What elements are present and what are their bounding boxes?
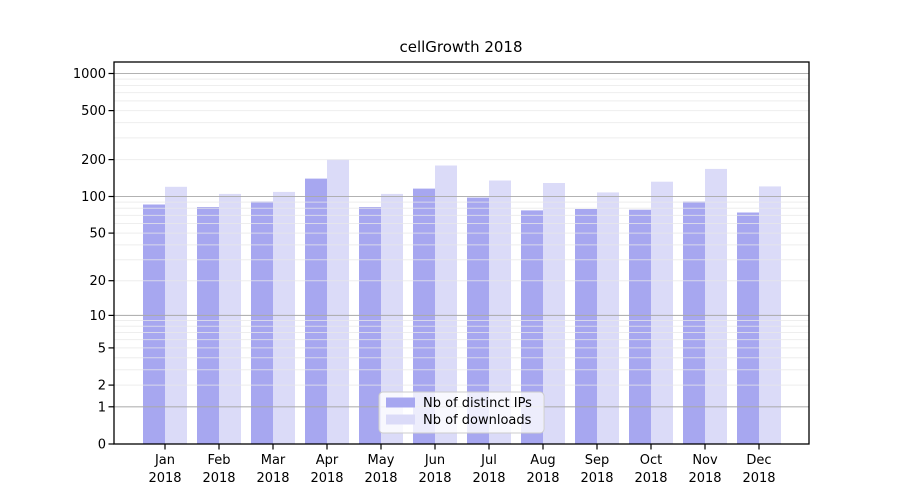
legend-swatch-downloads: [386, 414, 415, 425]
axis-ticks-group: [108, 72, 760, 450]
x-tick-label-year: 2018: [688, 471, 721, 486]
x-tick-label-year: 2018: [634, 471, 667, 486]
x-tick-label-year: 2018: [148, 471, 181, 486]
x-tick-label-year: 2018: [256, 471, 289, 486]
bar-downloads-nov: [705, 168, 727, 444]
x-tick-label-month: Apr: [316, 453, 339, 468]
x-tick-label-month: Sep: [585, 453, 610, 468]
legend: Nb of distinct IPs Nb of downloads: [378, 391, 545, 434]
bar-downloads-mar: [273, 191, 295, 444]
gridlines-group: [114, 72, 809, 408]
x-tick-label-month: Aug: [530, 453, 555, 468]
x-tick-label-year: 2018: [472, 471, 505, 486]
bar-ips-dec: [737, 212, 759, 444]
bar-ips-may: [359, 207, 381, 444]
bar-ips-jun: [413, 188, 435, 444]
x-tick-label-month: Feb: [207, 453, 230, 468]
x-tick-label-month: Jan: [154, 453, 175, 468]
x-tick-label-year: 2018: [418, 471, 451, 486]
x-tick-label-month: Jun: [424, 453, 445, 468]
bar-ips-nov: [683, 201, 705, 444]
bar-ips-apr: [305, 178, 327, 444]
legend-swatch-distinct-ips: [386, 397, 415, 408]
y-tick-label: 1000: [73, 67, 106, 82]
y-tick-label: 2: [98, 379, 106, 394]
legend-label-distinct-ips: Nb of distinct IPs: [423, 396, 532, 411]
bar-ips-feb: [197, 207, 219, 444]
y-tick-label: 50: [89, 227, 106, 242]
bar-downloads-sep: [597, 192, 619, 444]
bar-downloads-oct: [651, 181, 673, 444]
y-tick-label: 500: [81, 104, 106, 119]
bar-downloads-jun: [435, 165, 457, 444]
bar-downloads-jul: [489, 180, 511, 444]
chart-title: cellGrowth 2018: [399, 38, 522, 56]
bar-downloads-may: [381, 193, 403, 444]
x-tick-labels-group: Jan 2018 Feb 2018 Mar 2018 Apr 2018 May 2018 Jun 20…: [148, 453, 775, 486]
legend-box: [378, 391, 545, 434]
x-tick-label-year: 2018: [202, 471, 235, 486]
bar-ips-jan: [143, 204, 165, 444]
bar-downloads-aug: [543, 183, 565, 444]
y-tick-label: 1: [98, 400, 106, 415]
legend-label-downloads: Nb of downloads: [423, 413, 532, 428]
x-tick-label-month: Mar: [261, 453, 286, 468]
x-tick-label-year: 2018: [310, 471, 343, 486]
x-tick-label-year: 2018: [526, 471, 559, 486]
bar-downloads-apr: [327, 159, 349, 444]
y-tick-label: 100: [81, 190, 106, 205]
plot-frame: [113, 61, 810, 445]
y-tick-labels-group: 0 1 2 5 10 20 50 100 200 500 1000: [73, 67, 106, 453]
y-tick-label: 0: [98, 438, 106, 453]
x-tick-label-month: Nov: [692, 453, 718, 468]
bar-downloads-feb: [219, 193, 241, 444]
y-tick-label: 5: [98, 341, 106, 356]
x-tick-label-month: May: [368, 453, 395, 468]
x-tick-label-month: Jul: [480, 453, 497, 468]
x-tick-label-year: 2018: [580, 471, 613, 486]
y-tick-label: 10: [89, 309, 106, 324]
y-tick-label: 20: [89, 274, 106, 289]
y-tick-label: 200: [81, 153, 106, 168]
x-tick-label-month: Oct: [640, 453, 662, 468]
x-tick-label-year: 2018: [742, 471, 775, 486]
x-tick-label-month: Dec: [746, 453, 771, 468]
x-tick-label-year: 2018: [364, 471, 397, 486]
bar-ips-mar: [251, 201, 273, 444]
